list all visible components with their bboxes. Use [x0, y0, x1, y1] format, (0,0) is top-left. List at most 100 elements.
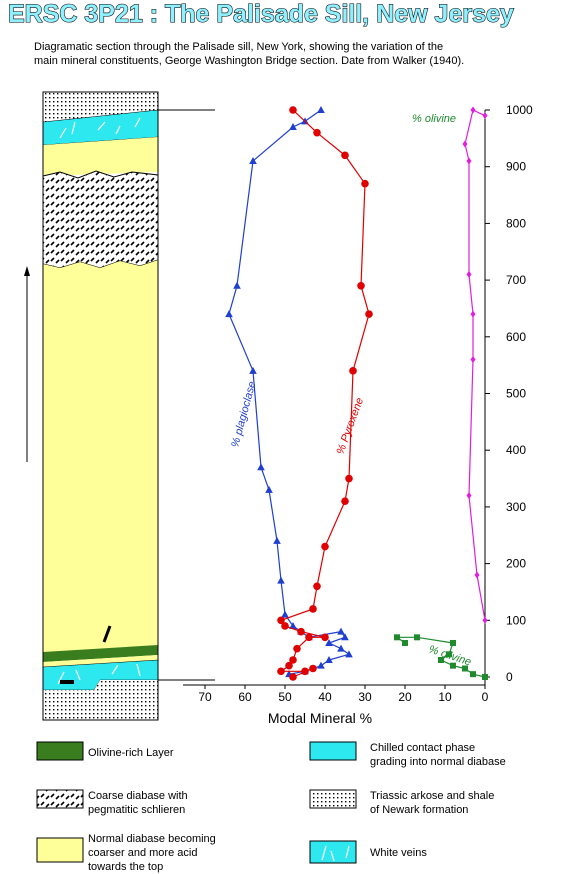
normal-diabase-upper: [43, 137, 158, 176]
legend-item-white-veins: White veins: [309, 840, 427, 864]
normal-diabase-main: [43, 260, 158, 658]
data-point: [482, 616, 488, 624]
data-point: [365, 310, 373, 318]
series-1: [277, 106, 373, 681]
data-point: [462, 665, 468, 672]
series-line: [464, 109, 486, 621]
up-arrow: [24, 266, 30, 462]
series-3: [462, 106, 488, 624]
legend-item-chilled-contact: Chilled contact phase grading into norma…: [309, 741, 506, 768]
data-point: [341, 633, 349, 641]
data-point: [289, 106, 297, 114]
data-point: [265, 485, 273, 493]
y-tick-label: 100: [506, 613, 526, 627]
data-point: [249, 366, 257, 374]
y-tick-label: 0: [506, 670, 513, 684]
caption-line-2: main mineral constituents, George Washin…: [34, 55, 464, 67]
data-point: [345, 650, 353, 658]
page-title: ERSC 3P21 : The Palisade Sill, New Jerse…: [8, 0, 514, 28]
data-point: [317, 661, 325, 669]
data-point: [470, 671, 476, 678]
legend-label-olivine-layer: Olivine-rich Layer: [88, 747, 174, 759]
data-point: [466, 492, 472, 500]
data-point: [293, 644, 301, 653]
data-point: [349, 367, 357, 375]
data-point: [301, 667, 309, 676]
data-point: [446, 651, 452, 658]
data-point: [337, 644, 345, 652]
annotations: % plagioclase% Pyroxene% olivine% olivin…: [229, 113, 472, 668]
legend-item-normal-diabase: Normal diabase becoming coarser and more…: [36, 833, 216, 873]
series-layer: [225, 106, 488, 681]
legend-label-arkose-shale-2: of Newark formation: [370, 804, 468, 816]
caption-line-1: Diagramatic section through the Palisade…: [34, 41, 443, 53]
y-tick-label: 900: [506, 160, 526, 174]
legend-label-white-veins: White veins: [370, 847, 427, 859]
legend-label-coarse-diabase-1: Coarse diabase with: [88, 790, 188, 802]
data-point: [482, 674, 488, 680]
data-point: [474, 571, 480, 579]
white-veins-bottom: [57, 663, 141, 685]
coarse-diabase-zone: [42, 170, 159, 269]
white-veins-top: [59, 117, 141, 139]
sill-column: [42, 91, 215, 721]
data-point: [438, 656, 444, 663]
series-line: [228, 109, 350, 675]
legend-label-normal-diabase-3: towards the top: [88, 861, 163, 873]
x-axis-label: Modal Mineral %: [268, 710, 372, 726]
legend: Olivine-rich Layer Chilled contact phase…: [36, 741, 506, 873]
data-point: [317, 106, 325, 113]
data-point: [309, 605, 317, 613]
legend-label-arkose-shale-1: Triassic arkose and shale: [370, 790, 494, 802]
x-tick-label: 40: [318, 690, 332, 704]
data-point: [289, 673, 297, 681]
series-2: [394, 634, 488, 680]
y-tick-label: 800: [506, 216, 526, 230]
legend-item-olivine-layer: Olivine-rich Layer: [36, 741, 174, 761]
series-0: [225, 106, 353, 678]
legend-label-chilled-contact-2: grading into normal diabase: [370, 756, 506, 768]
x-tick-label: 30: [358, 690, 372, 704]
y-tick-label: 600: [506, 330, 526, 344]
series-line: [280, 109, 370, 678]
data-point: [337, 627, 345, 635]
y-axis-ticks: 0 100 200 300 400 500 600 700 800 900 1000: [485, 103, 533, 684]
legend-swatch-white-veins: [309, 840, 357, 864]
dike-mark: [102, 625, 112, 643]
data-point: [285, 661, 293, 670]
y-tick-label: 700: [506, 273, 526, 287]
data-point: [281, 622, 289, 630]
y-tick-label: 300: [506, 500, 526, 514]
y-tick-label: 1000: [506, 103, 533, 117]
arkose-bottom: [43, 680, 158, 720]
data-point: [305, 633, 313, 642]
data-point: [341, 497, 349, 506]
data-point: [341, 151, 349, 160]
data-point: [277, 576, 285, 584]
x-tick-label: 20: [398, 690, 412, 704]
legend-label-normal-diabase-1: Normal diabase becoming: [88, 833, 216, 845]
data-point: [450, 639, 456, 646]
data-point: [273, 536, 281, 544]
data-point: [325, 655, 333, 663]
data-point: [313, 582, 321, 591]
y-tick-label: 400: [506, 443, 526, 457]
data-point: [414, 634, 420, 641]
data-point: [277, 667, 285, 676]
data-point: [289, 656, 297, 664]
data-point: [321, 542, 329, 551]
legend-label-coarse-diabase-2: pegmatitic schlieren: [88, 804, 185, 816]
data-point: [289, 123, 297, 131]
data-point: [462, 140, 468, 148]
data-point: [281, 610, 289, 618]
x-tick-label: 0: [482, 690, 489, 704]
x-tick-label: 50: [278, 690, 292, 704]
data-point: [466, 157, 472, 165]
series-annotation: % olivine: [412, 113, 456, 125]
data-point: [345, 474, 353, 483]
data-point: [249, 157, 257, 165]
series-annotation: % plagioclase: [229, 380, 258, 449]
data-point: [394, 634, 400, 641]
